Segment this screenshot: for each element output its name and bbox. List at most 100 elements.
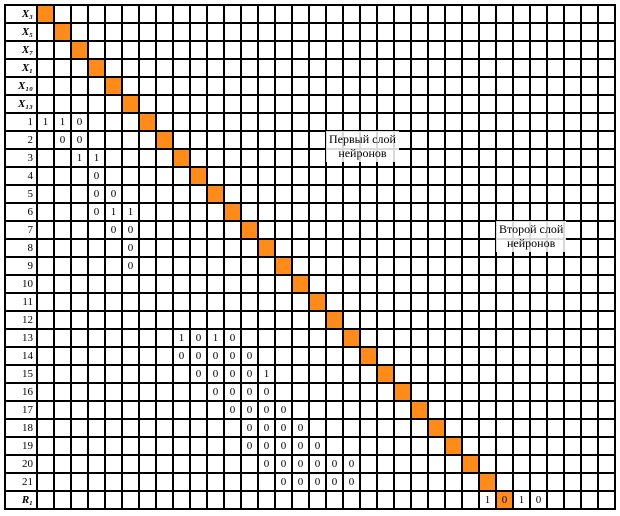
matrix-cell [207, 311, 224, 329]
block-divider-v [580, 5, 582, 491]
matrix-cell [564, 347, 581, 365]
matrix-cell: 0 [224, 383, 241, 401]
matrix-cell [394, 113, 411, 131]
matrix-cell [530, 167, 547, 185]
matrix-cell [71, 383, 88, 401]
matrix-cell [207, 185, 224, 203]
matrix-cell: 0 [105, 185, 122, 203]
matrix-cell [428, 419, 445, 437]
matrix-cell [530, 437, 547, 455]
matrix-cell [190, 491, 207, 509]
matrix-cell [292, 365, 309, 383]
matrix-cell [513, 23, 530, 41]
matrix-cell [547, 491, 564, 509]
matrix-cell [360, 95, 377, 113]
matrix-cell [564, 437, 581, 455]
matrix-cell: 0 [224, 401, 241, 419]
matrix-cell [139, 275, 156, 293]
matrix-cell [581, 455, 598, 473]
matrix-cell [37, 275, 54, 293]
matrix-cell [394, 437, 411, 455]
matrix-cell [224, 23, 241, 41]
matrix-cell [88, 365, 105, 383]
matrix-cell [598, 347, 615, 365]
matrix-cell [326, 257, 343, 275]
matrix-cell [122, 401, 139, 419]
matrix-cell [105, 365, 122, 383]
matrix-cell [309, 149, 326, 167]
matrix-cell [241, 275, 258, 293]
matrix-cell [428, 167, 445, 185]
matrix-cell [156, 5, 173, 23]
matrix-cell [428, 203, 445, 221]
matrix-cell [275, 491, 292, 509]
matrix-cell [479, 23, 496, 41]
matrix-cell [54, 473, 71, 491]
matrix-cell [462, 257, 479, 275]
matrix-cell [156, 59, 173, 77]
matrix-cell [428, 185, 445, 203]
matrix-cell [326, 77, 343, 95]
matrix-cell: 0 [292, 419, 309, 437]
matrix-cell [547, 203, 564, 221]
matrix-cell [428, 77, 445, 95]
matrix-cell [479, 473, 496, 491]
matrix-cell [428, 437, 445, 455]
matrix-cell [581, 41, 598, 59]
matrix-cell: 0 [190, 347, 207, 365]
matrix-cell [258, 185, 275, 203]
row-header: 9 [5, 257, 37, 275]
matrix-cell [54, 167, 71, 185]
matrix-cell [462, 131, 479, 149]
matrix-cell [71, 95, 88, 113]
matrix-cell [428, 131, 445, 149]
matrix-cell [139, 401, 156, 419]
matrix-cell [309, 419, 326, 437]
row-header: 19 [5, 437, 37, 455]
matrix-cell [173, 401, 190, 419]
matrix-cell [173, 113, 190, 131]
matrix-cell [479, 383, 496, 401]
matrix-cell [241, 239, 258, 257]
matrix-cell [258, 5, 275, 23]
matrix-cell [54, 365, 71, 383]
matrix-cell [530, 473, 547, 491]
matrix-cell [258, 257, 275, 275]
matrix-cell [207, 293, 224, 311]
row-header: 3 [5, 149, 37, 167]
matrix-cell [292, 167, 309, 185]
matrix-cell [37, 455, 54, 473]
matrix-cell [88, 95, 105, 113]
matrix-cell [292, 113, 309, 131]
block-divider-h [5, 490, 615, 492]
matrix-cell [394, 23, 411, 41]
matrix-cell [275, 293, 292, 311]
matrix-cell [54, 257, 71, 275]
matrix-cell [343, 113, 360, 131]
matrix-cell [564, 419, 581, 437]
matrix-cell [598, 437, 615, 455]
matrix-cell [37, 401, 54, 419]
matrix-cell [88, 59, 105, 77]
matrix-cell [581, 419, 598, 437]
matrix-cell [343, 365, 360, 383]
matrix-cell [479, 311, 496, 329]
matrix-cell [207, 221, 224, 239]
matrix-cell [88, 347, 105, 365]
matrix-cell [581, 131, 598, 149]
matrix-cell [224, 113, 241, 131]
matrix-cell [479, 59, 496, 77]
matrix-cell [598, 113, 615, 131]
matrix-cell [88, 329, 105, 347]
matrix-cell [411, 311, 428, 329]
matrix-cell [513, 437, 530, 455]
matrix-cell [71, 41, 88, 59]
matrix-cell [360, 419, 377, 437]
matrix-cell [513, 167, 530, 185]
matrix-cell [54, 275, 71, 293]
matrix-cell [71, 203, 88, 221]
matrix-cell [37, 329, 54, 347]
matrix-cell [581, 311, 598, 329]
matrix-cell [547, 149, 564, 167]
matrix-cell [445, 491, 462, 509]
